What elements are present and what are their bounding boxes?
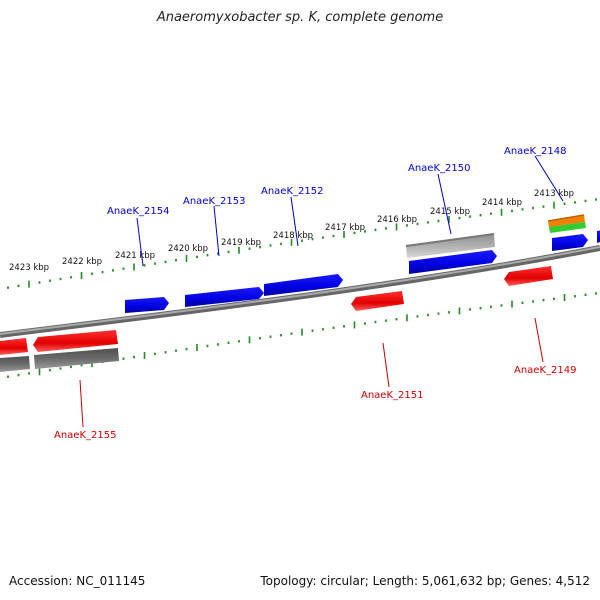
gene-feature <box>0 338 28 355</box>
gene-label-2151: AnaeK_2151 <box>361 390 423 401</box>
gene-label-2149: AnaeK_2149 <box>514 365 576 376</box>
map-title: Anaeromyxobacter sp. K, complete genome <box>156 10 444 25</box>
gene-label-2150: AnaeK_2150 <box>408 163 470 174</box>
gene-feature <box>504 266 553 286</box>
gene-label-2155: AnaeK_2155 <box>54 430 116 441</box>
gene-feature <box>264 274 343 296</box>
gene-feature <box>351 291 404 311</box>
kbp-label-2423: 2423 kbp <box>9 263 49 273</box>
kbp-label-2415: 2415 kbp <box>430 207 470 217</box>
kbp-label-2422: 2422 kbp <box>62 257 102 267</box>
upper-gray-features <box>405 233 495 258</box>
kbp-label-2419: 2419 kbp <box>221 238 261 248</box>
kbp-label-2416: 2416 kbp <box>377 215 417 225</box>
lower-gray-features <box>0 348 119 372</box>
gene-feature <box>33 330 118 352</box>
upper-scale-ticks <box>7 198 597 289</box>
gene-label-2148: AnaeK_2148 <box>504 146 566 157</box>
kbp-label-2414: 2414 kbp <box>482 198 522 208</box>
kbp-label-2413: 2413 kbp <box>534 189 574 199</box>
gene-label-2153: AnaeK_2153 <box>183 196 245 207</box>
forward-genes <box>125 230 600 313</box>
gene-feature <box>409 250 497 274</box>
kbp-label-2418: 2418 kbp <box>273 231 313 241</box>
label-leader-lines <box>79 155 564 428</box>
kbp-labels: 2423 kbp 2422 kbp 2421 kbp 2420 kbp 2419… <box>9 189 574 273</box>
gene-label-2154: AnaeK_2154 <box>107 206 169 217</box>
accession-text: Accession: NC_011145 <box>9 574 146 588</box>
backbone <box>0 245 600 338</box>
gene-feature <box>597 230 600 243</box>
gene-feature <box>185 287 264 307</box>
reverse-genes <box>0 266 553 355</box>
kbp-label-2421: 2421 kbp <box>115 251 155 261</box>
gene-feature <box>552 234 588 251</box>
genome-stats-text: Topology: circular; Length: 5,061,632 bp… <box>260 574 590 588</box>
gene-label-2152: AnaeK_2152 <box>261 186 323 197</box>
rna-feature <box>547 214 586 233</box>
gene-labels: AnaeK_2154 AnaeK_2153 AnaeK_2152 AnaeK_2… <box>54 146 576 441</box>
kbp-label-2420: 2420 kbp <box>168 244 208 254</box>
gene-feature <box>125 297 169 313</box>
kbp-label-2417: 2417 kbp <box>325 223 365 233</box>
